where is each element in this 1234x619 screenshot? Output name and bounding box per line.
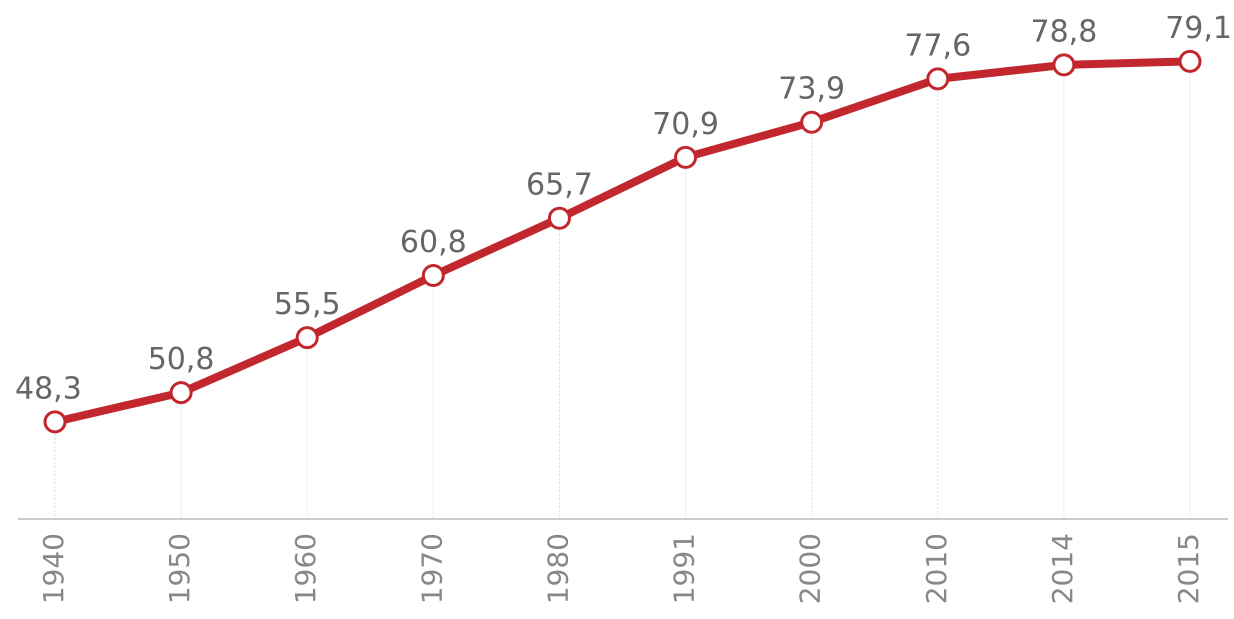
x-tick-label: 1991 xyxy=(668,533,701,604)
data-label: 60,8 xyxy=(400,225,467,260)
x-tick-label: 2015 xyxy=(1172,533,1205,604)
point xyxy=(800,110,824,134)
data-label: 55,5 xyxy=(274,287,341,322)
x-tick-label: 2014 xyxy=(1046,533,1079,604)
data-label: 73,9 xyxy=(778,72,845,107)
x-tick-label: 1940 xyxy=(37,533,70,604)
point xyxy=(421,264,445,288)
x-tick-label: 1960 xyxy=(289,533,322,604)
series-line xyxy=(54,57,1191,426)
data-label: 70,9 xyxy=(652,107,719,142)
data-label: 78,8 xyxy=(1030,14,1097,49)
data-label: 50,8 xyxy=(148,342,215,377)
point xyxy=(169,381,193,405)
point xyxy=(547,206,571,230)
x-tick-label: 2010 xyxy=(920,533,953,604)
x-tick-label: 1970 xyxy=(415,533,448,604)
point xyxy=(43,410,67,434)
data-label: 79,1 xyxy=(1165,11,1232,46)
point xyxy=(674,145,698,169)
data-label: 77,6 xyxy=(904,28,971,63)
x-tick-label: 1980 xyxy=(541,533,574,604)
data-label: 48,3 xyxy=(15,371,82,406)
point xyxy=(1052,53,1076,77)
point xyxy=(1178,49,1202,73)
x-tick-label: 1950 xyxy=(163,533,196,604)
point xyxy=(295,326,319,350)
data-label: 65,7 xyxy=(526,168,593,203)
point xyxy=(926,67,950,91)
x-tick-label: 2000 xyxy=(794,533,827,604)
